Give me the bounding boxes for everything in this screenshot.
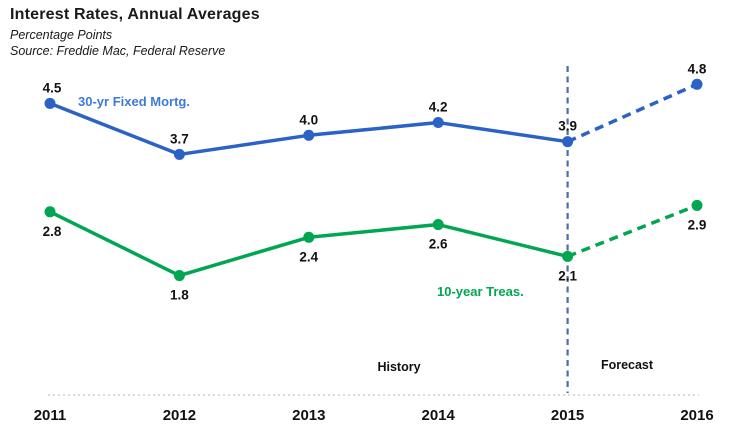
value-label: 4.8: [688, 61, 707, 76]
data-point: [44, 206, 56, 218]
value-label: 4.0: [299, 112, 318, 127]
chart-header: Interest Rates, Annual Averages Percenta…: [10, 6, 260, 58]
value-label: 3.7: [170, 131, 189, 146]
data-point: [562, 250, 574, 262]
data-point: [173, 270, 185, 282]
value-label: 4.5: [43, 80, 62, 95]
series-line-history: [49, 101, 568, 157]
chart-source: Source: Freddie Mac, Federal Reserve: [10, 44, 226, 58]
data-point: [173, 148, 185, 160]
chart-title: Interest Rates, Annual Averages: [10, 6, 260, 23]
series-line-forecast: [566, 203, 698, 259]
x-tick-label: 2011: [34, 407, 67, 424]
data-point: [432, 117, 444, 129]
data-point: [303, 129, 315, 141]
data-point: [44, 97, 56, 109]
x-tick-label: 2013: [292, 407, 325, 424]
value-label: 4.2: [429, 100, 448, 115]
value-label: 2.1: [558, 268, 577, 283]
series-line-history: [49, 210, 569, 278]
x-tick-label: 2015: [551, 407, 584, 424]
data-point: [691, 199, 703, 211]
series-label: 30-yr Fixed Mortg.: [78, 94, 190, 109]
value-label: 2.6: [429, 237, 448, 252]
chart-subtitle: Percentage Points: [10, 28, 113, 42]
series-label: 10-year Treas.: [437, 284, 524, 299]
x-tick-label: 2014: [422, 407, 456, 424]
x-tick-label: 2016: [680, 407, 713, 424]
forecast-annotation: Forecast: [601, 358, 654, 372]
data-point: [432, 219, 444, 231]
history-annotation: History: [377, 360, 420, 374]
data-point: [303, 231, 315, 243]
value-label: 1.8: [170, 288, 189, 303]
x-tick-label: 2012: [163, 407, 196, 424]
value-label: 2.4: [299, 249, 318, 264]
value-label: 2.8: [43, 224, 62, 239]
data-point: [562, 136, 574, 148]
series-line-forecast: [566, 82, 698, 144]
value-label: 2.9: [688, 217, 707, 232]
value-label: 3.9: [558, 119, 577, 134]
data-point: [691, 78, 703, 90]
